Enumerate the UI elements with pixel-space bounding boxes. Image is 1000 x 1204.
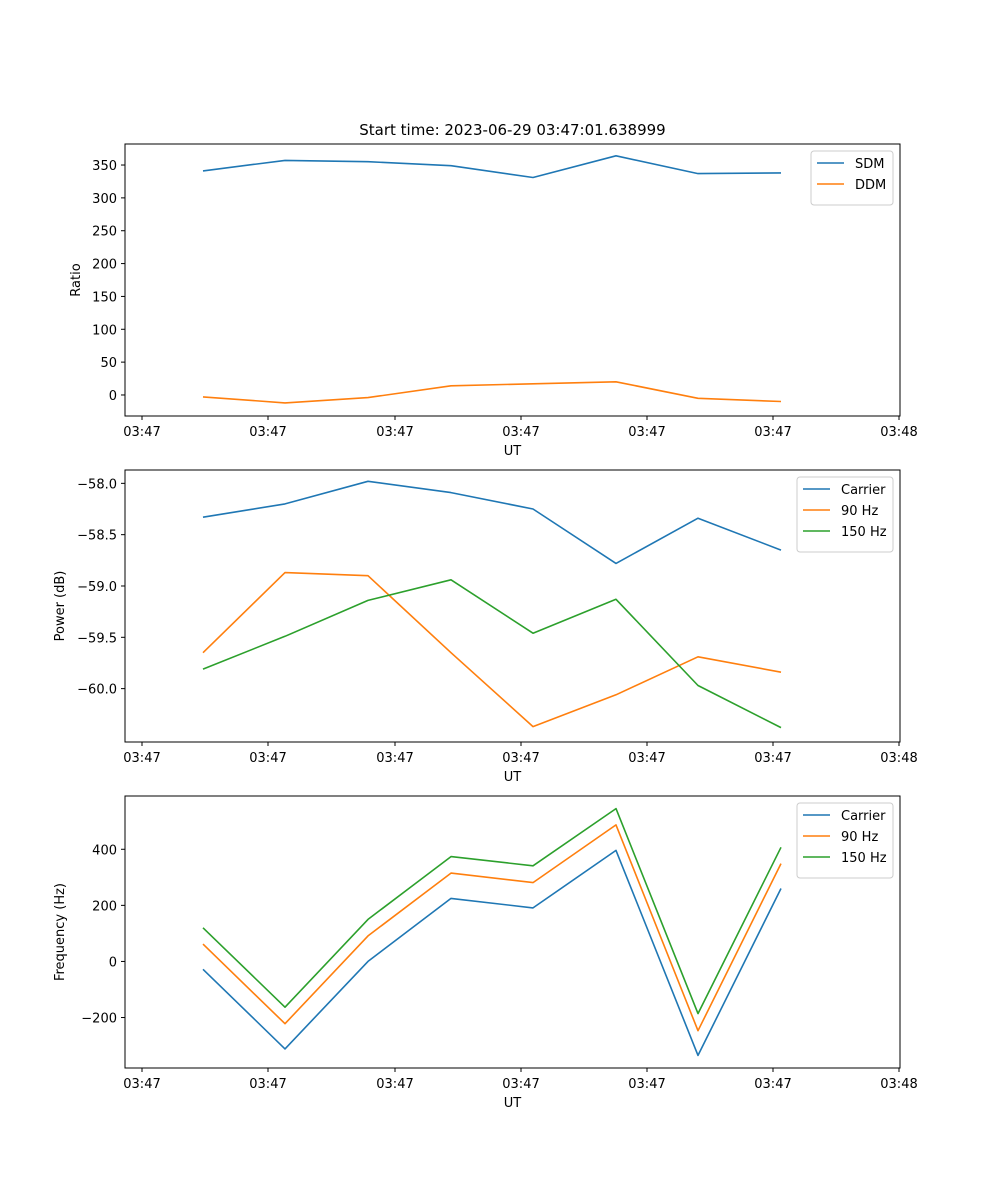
y-axis-label: Power (dB): [53, 571, 68, 642]
x-tick-label: 03:47: [502, 1077, 539, 1092]
legend-label: Carrier: [841, 483, 886, 498]
y-tick-label: 100: [92, 323, 117, 338]
x-axis-label: UT: [504, 1096, 522, 1111]
legend-label: SDM: [855, 157, 884, 172]
series-line-90-hz: [202, 824, 782, 1032]
y-tick-label: 200: [92, 899, 117, 914]
x-tick-label: 03:47: [249, 751, 286, 766]
y-tick-label: −59.5: [77, 631, 117, 646]
chart-panel-3: 03:47 03:47 03:47 03:47 03:47 03:47 03:48 UT −20…: [53, 795, 918, 1111]
y-tick-label: 400: [92, 843, 117, 858]
y-tick-label: 50: [100, 356, 117, 371]
x-tick-label: 03:47: [628, 1077, 665, 1092]
y-tick-label: 150: [92, 290, 117, 305]
chart-panel-2: 03:47 03:47 03:47 03:47 03:47 03:47 03:48 UT −60…: [53, 469, 918, 785]
legend: Carrier 90 Hz 150 Hz: [796, 476, 894, 553]
x-tick-label: 03:47: [502, 425, 539, 440]
y-tick-label: 0: [109, 955, 117, 970]
x-tick-label: 03:47: [628, 425, 665, 440]
y-tick-label: 200: [92, 258, 117, 273]
series-line-sdm: [202, 155, 782, 179]
x-axis-label: UT: [504, 770, 522, 785]
y-axis-label: Ratio: [69, 263, 84, 296]
chart-title: Start time: 2023-06-29 03:47:01.638999: [359, 121, 665, 139]
legend: SDM DDM: [810, 150, 894, 206]
x-tick-label: 03:47: [628, 751, 665, 766]
x-tick-label: 03:47: [123, 1077, 160, 1092]
legend-label: 150 Hz: [841, 525, 887, 540]
axes-frame: [124, 143, 901, 417]
y-tick-label: −58.0: [77, 477, 117, 492]
y-tick-label: 300: [92, 192, 117, 207]
legend-label: DDM: [855, 178, 886, 193]
legend-box: [796, 476, 894, 553]
series-line-carrier: [202, 849, 782, 1057]
x-tick-label: 03:47: [376, 751, 413, 766]
x-tick-label: 03:47: [376, 1077, 413, 1092]
x-tick-label: 03:47: [502, 751, 539, 766]
y-tick-label: −59.0: [77, 580, 117, 595]
x-tick-label: 03:48: [880, 425, 917, 440]
x-axis-label: UT: [504, 444, 522, 459]
x-tick-label: 03:47: [123, 751, 160, 766]
x-tick-label: 03:47: [754, 751, 791, 766]
series-line-150-hz: [202, 807, 782, 1015]
y-tick-label: 0: [109, 389, 117, 404]
legend-label: 150 Hz: [841, 851, 887, 866]
series-line-150-hz: [202, 578, 782, 729]
axes-frame: [124, 795, 901, 1069]
series-line-carrier: [202, 480, 782, 565]
y-axis-label: Frequency (Hz): [53, 883, 68, 981]
legend-label: 90 Hz: [841, 504, 878, 519]
series-line-90-hz: [202, 571, 782, 728]
y-tick-label: −60.0: [77, 683, 117, 698]
x-tick-label: 03:47: [249, 1077, 286, 1092]
y-tick-label: −200: [81, 1012, 117, 1027]
legend-label: 90 Hz: [841, 830, 878, 845]
legend-box: [810, 150, 894, 206]
x-tick-label: 03:47: [249, 425, 286, 440]
y-tick-label: 250: [92, 225, 117, 240]
y-tick-label: 350: [92, 159, 117, 174]
legend-box: [796, 802, 894, 879]
legend-label: Carrier: [841, 809, 886, 824]
x-tick-label: 03:47: [123, 425, 160, 440]
x-tick-label: 03:48: [880, 751, 917, 766]
y-tick-label: −58.5: [77, 529, 117, 544]
x-tick-label: 03:47: [754, 425, 791, 440]
x-tick-label: 03:48: [880, 1077, 917, 1092]
x-tick-label: 03:47: [754, 1077, 791, 1092]
axes-frame: [124, 469, 901, 743]
series-line-ddm: [202, 380, 782, 404]
chart-panel-1: Start time: 2023-06-29 03:47:01.63899903…: [69, 121, 918, 459]
legend: Carrier 90 Hz 150 Hz: [796, 802, 894, 879]
x-tick-label: 03:47: [376, 425, 413, 440]
